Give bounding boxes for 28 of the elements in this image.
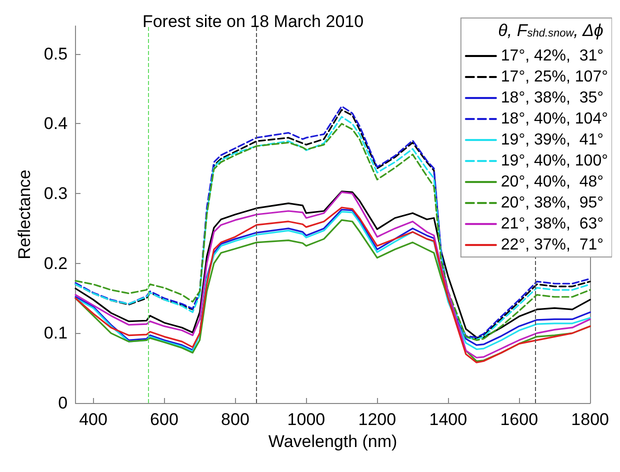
legend-label: 22°, 37%, 71° [500,236,604,254]
x-tick-label: 1400 [429,410,468,429]
x-tick-label: 400 [79,410,108,429]
legend-label: 19°, 39%, 41° [500,132,604,148]
x-tick-label: 1600 [500,410,538,429]
y-tick-label: 0 [58,394,68,412]
x-tick-label: 600 [150,410,178,429]
legend-label: 21°, 38%, 63° [500,216,604,232]
y-axis-title: Reflectance [15,170,34,260]
x-tick-label: 1000 [287,410,326,429]
x-tick-label: 1800 [571,410,610,429]
legend-label: 19°, 40%, 100° [500,152,608,170]
legend-label: 18°, 38%, 35° [500,90,604,106]
y-tick-label: 0.4 [44,114,68,134]
x-tick-label: 1200 [358,410,396,429]
x-tick-label: 800 [221,410,250,429]
legend-label: 20°, 38%, 95° [500,194,604,212]
legend-label: 17°, 42%, 31° [500,48,604,64]
y-tick-label: 0.1 [44,324,68,343]
legend-title: θ, Fshd.snow, Δϕ [498,21,604,40]
legend-label: 20°, 40%, 48° [500,174,604,190]
chart-title: Forest site on 18 March 2010 [142,12,364,31]
legend-label: 18°, 40%, 104° [500,110,608,128]
y-tick-label: 0.2 [44,254,68,273]
y-tick-label: 0.5 [44,44,68,64]
x-axis-title: Wavelength (nm) [268,432,398,451]
y-tick-label: 0.3 [44,184,68,204]
legend-label: 17°, 25%, 107° [500,68,608,86]
